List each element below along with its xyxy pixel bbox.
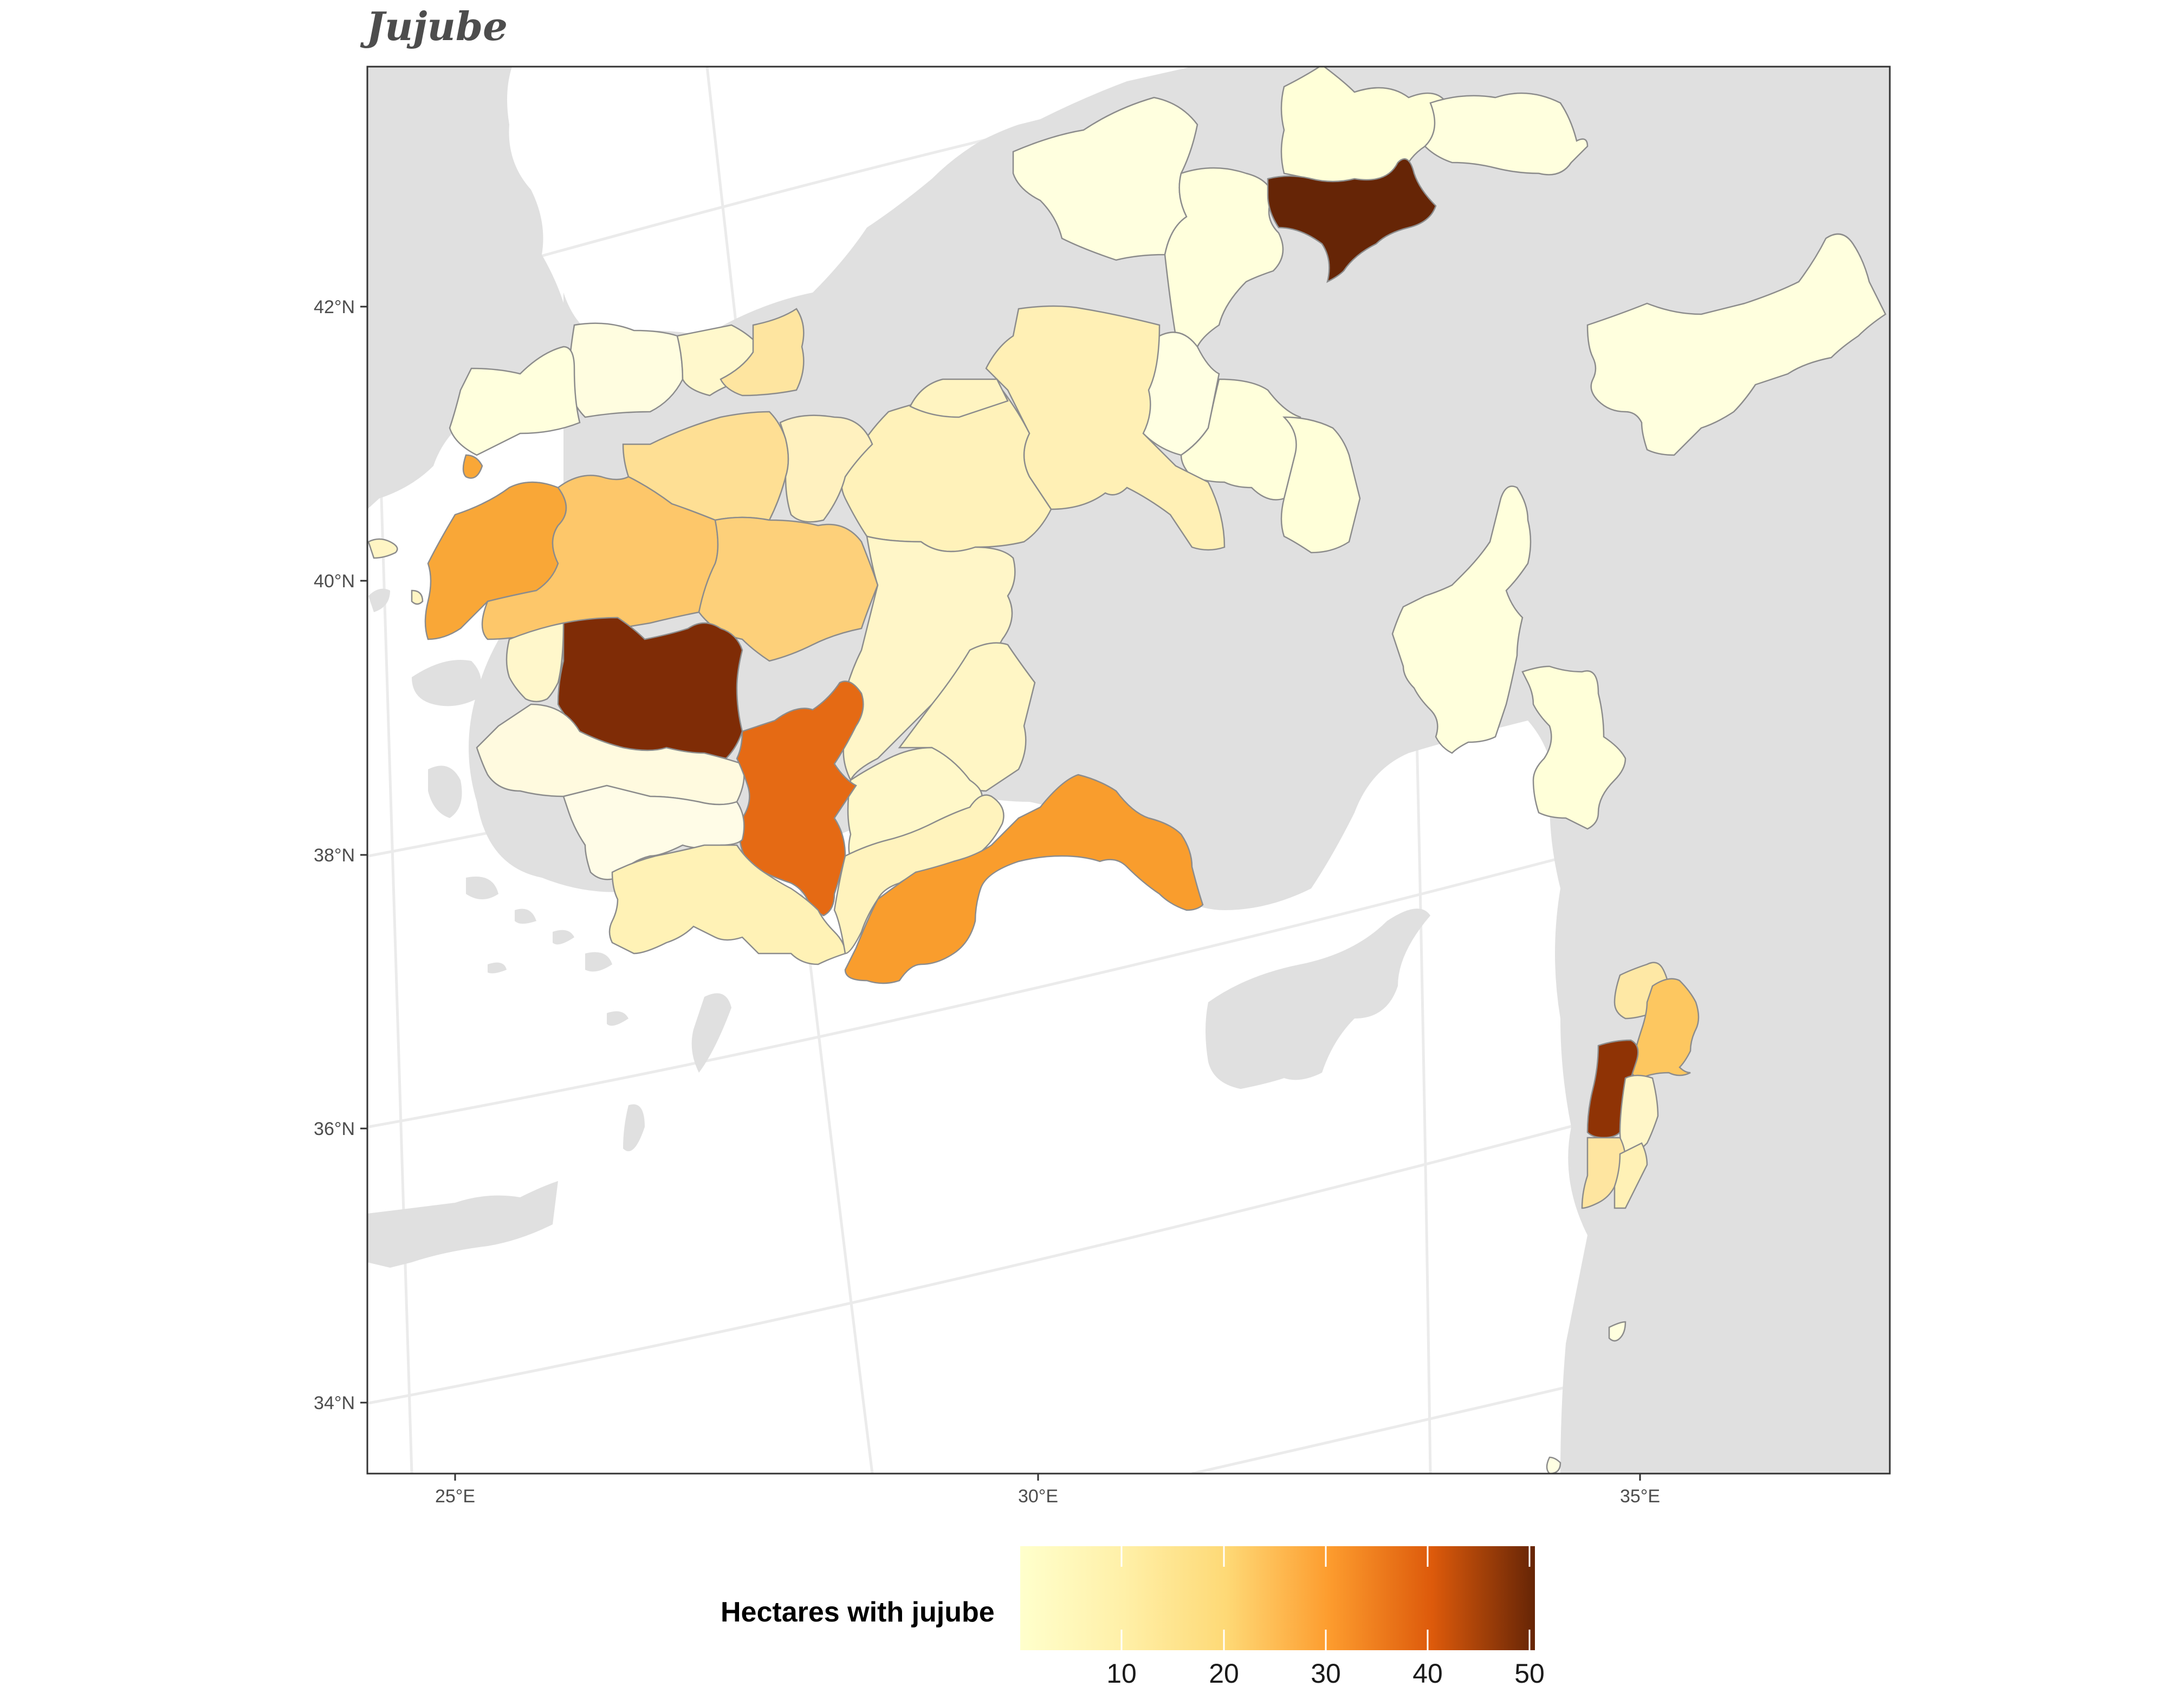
legend-tick-marks — [1120, 1546, 1531, 1650]
lat-label: 40°N — [314, 571, 355, 592]
province-central-east-province-2 — [1521, 665, 1626, 830]
small-island — [607, 1011, 628, 1026]
province-north-central-province-3 — [909, 378, 1009, 418]
legend: 10 20 30 40 50 — [1020, 1546, 1545, 1689]
province-north-east-province-7 — [1280, 416, 1361, 554]
legend-colorbar — [1020, 1546, 1535, 1650]
province-west-central-province-1 — [843, 535, 1016, 782]
province-levant-dark-province — [1586, 1039, 1639, 1139]
lat-label: 34°N — [314, 1393, 355, 1413]
map-title: Jujube — [366, 3, 508, 49]
legend-tick-label: 30 — [1311, 1658, 1341, 1689]
province-north-central-province-4 — [1546, 1456, 1561, 1474]
crete-land — [367, 1181, 558, 1268]
province-central-province-1 — [367, 538, 398, 559]
province-north-east-province-4 — [1424, 92, 1589, 176]
small-island — [553, 930, 574, 945]
lat-label: 42°N — [314, 297, 355, 317]
province-central-east-province-1 — [1391, 485, 1532, 754]
province-thrace-province-2 — [449, 346, 581, 456]
axis-ticks — [360, 306, 1641, 1481]
axis-labels: 42°N 40°N 38°N 36°N 34°N 25°E 30°E 35°E — [314, 297, 1660, 1507]
province-east-province-1 — [1586, 233, 1887, 456]
panel-border — [366, 66, 1891, 1475]
province-marmara-province-2 — [779, 414, 873, 523]
province-levant-province-4 — [1581, 1137, 1626, 1209]
province-aegean-orange-province — [462, 454, 483, 479]
balkans-land — [367, 67, 585, 509]
small-island — [515, 909, 536, 924]
province-east-province-2 — [1608, 1321, 1626, 1342]
lemnos-island — [368, 588, 390, 612]
lon-label: 30°E — [1018, 1486, 1058, 1507]
province-levant-province-5 — [1613, 1142, 1648, 1209]
provinces — [367, 67, 1887, 1474]
lon-label: 35°E — [1620, 1486, 1660, 1507]
province-thrace-province-4 — [720, 308, 805, 397]
karpathos-island — [623, 1104, 645, 1151]
province-marmara-province-4 — [698, 516, 879, 662]
province-levant-province-3 — [1619, 1074, 1659, 1160]
chios-island — [428, 766, 462, 818]
kos-island — [585, 952, 612, 972]
lesbos-island — [412, 660, 481, 706]
lat-label: 38°N — [314, 845, 355, 866]
legend-tick-label: 50 — [1514, 1658, 1545, 1689]
samos-island — [520, 843, 563, 863]
lat-label: 36°N — [314, 1119, 355, 1139]
province-west-province-1 — [506, 622, 565, 703]
small-island — [488, 962, 507, 974]
province-aegean-province-2 — [608, 844, 846, 965]
lon-label: 25°E — [435, 1486, 475, 1507]
cyprus-land — [1206, 909, 1430, 1089]
rhodes-island — [691, 993, 731, 1073]
province-north-east-dark-province — [1267, 158, 1437, 283]
province-south-orange-province — [844, 774, 1204, 984]
legend-tick-label: 20 — [1209, 1658, 1239, 1689]
province-central-province-2 — [411, 589, 424, 605]
legend-tick-label: 40 — [1412, 1658, 1443, 1689]
legend-tick-label: 10 — [1106, 1658, 1137, 1689]
province-west-central-province-2 — [898, 642, 1036, 792]
naxos-island — [466, 877, 498, 899]
legend-title: Hectares with jujube — [721, 1597, 995, 1628]
province-north-east-province-6 — [1180, 378, 1301, 501]
